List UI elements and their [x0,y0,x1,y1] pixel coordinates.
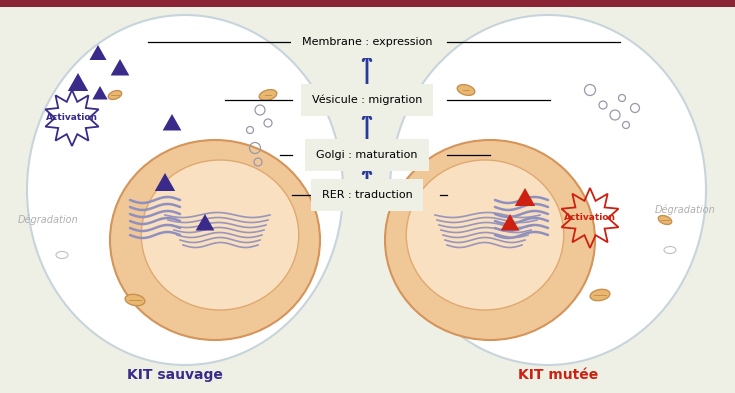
Ellipse shape [406,160,564,310]
Text: Golgi : maturation: Golgi : maturation [316,150,417,160]
Ellipse shape [259,90,277,100]
Ellipse shape [590,289,610,301]
Polygon shape [155,173,175,191]
Text: Activation: Activation [564,213,616,222]
Polygon shape [90,45,107,60]
Ellipse shape [457,84,475,95]
Polygon shape [514,188,535,206]
Text: Vésicule : migration: Vésicule : migration [312,95,422,105]
Ellipse shape [141,160,298,310]
Ellipse shape [108,90,122,99]
Text: Activation: Activation [46,114,98,123]
Text: KIT mutée: KIT mutée [518,368,598,382]
Polygon shape [93,86,107,99]
Ellipse shape [385,140,595,340]
Polygon shape [501,214,520,231]
Ellipse shape [27,15,343,365]
Text: RER : traduction: RER : traduction [322,190,412,200]
Text: Membrane : expression: Membrane : expression [302,37,432,47]
Text: KIT sauvage: KIT sauvage [127,368,223,382]
Bar [0,0,735,7]
Ellipse shape [125,294,145,306]
Polygon shape [68,73,88,91]
Polygon shape [162,114,182,130]
Text: Dégradation: Dégradation [655,205,715,215]
Ellipse shape [659,215,672,224]
Text: Dégradation: Dégradation [18,215,79,225]
Polygon shape [111,59,129,75]
Ellipse shape [110,140,320,340]
Ellipse shape [390,15,706,365]
Polygon shape [196,214,215,231]
